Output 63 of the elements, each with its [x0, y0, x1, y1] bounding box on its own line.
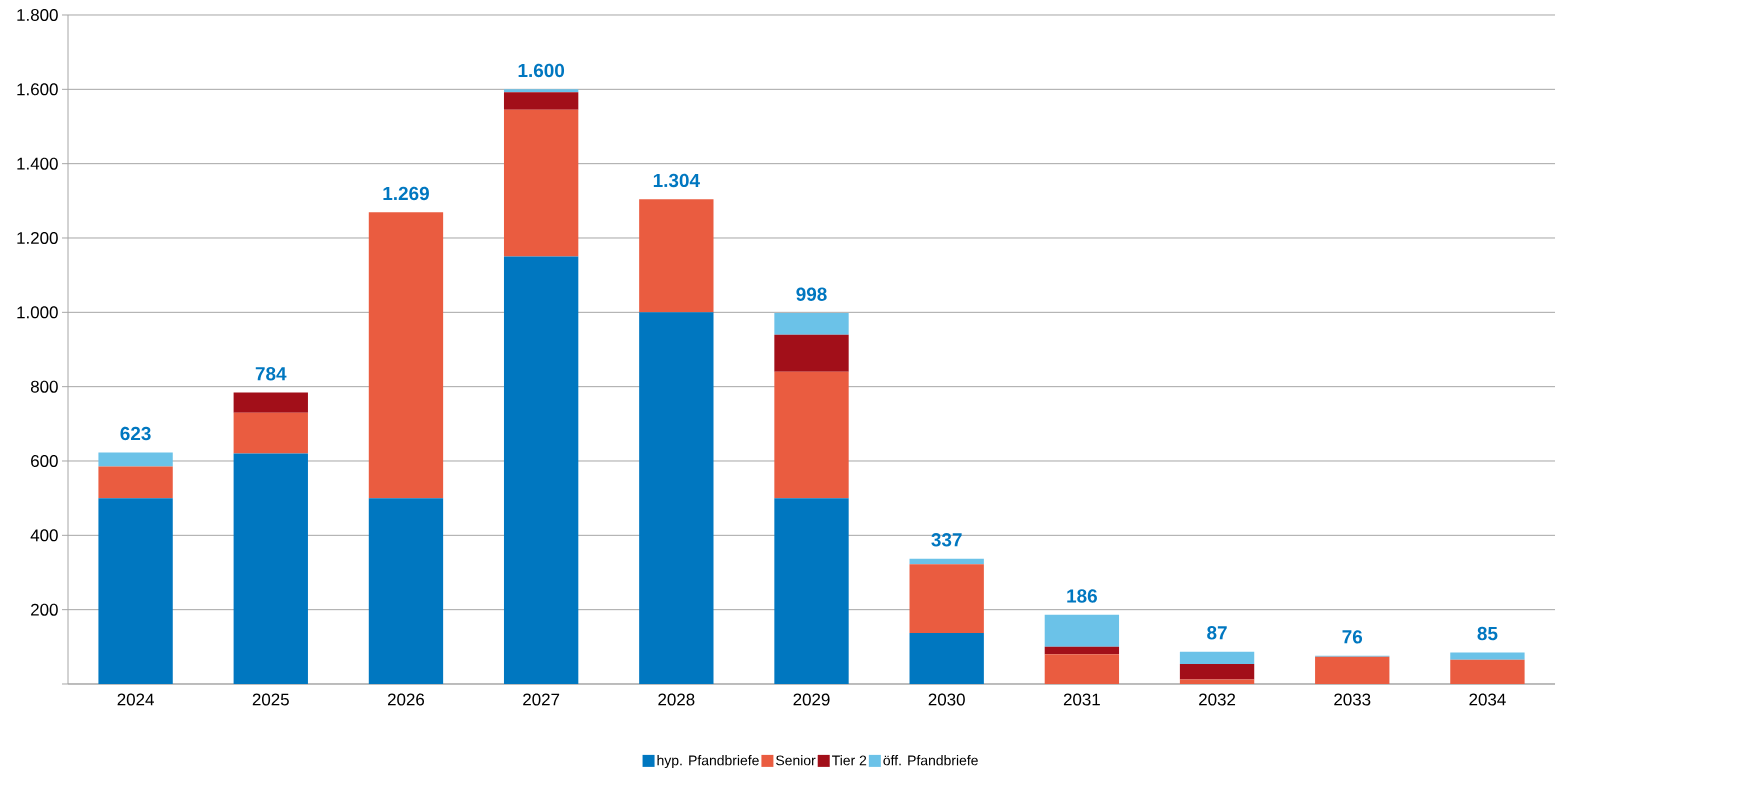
bar — [774, 334, 849, 372]
bar — [639, 312, 714, 684]
total-label: 85 — [1477, 626, 1498, 641]
x-tick-label: 2033 — [1334, 693, 1371, 706]
bar — [774, 371, 849, 499]
total-label: 998 — [796, 287, 827, 301]
total-label: 1.304 — [653, 173, 700, 188]
y-tick-label: 1.200 — [17, 232, 58, 244]
legend-label: Tier 2 — [832, 755, 867, 766]
bar — [503, 89, 579, 93]
y-tick-label: 1.600 — [17, 83, 58, 96]
y-tick-label: 1.400 — [17, 157, 58, 170]
legend-label: hyp. Pfandbriefe — [657, 755, 759, 769]
bar — [233, 453, 308, 684]
bar — [909, 633, 984, 684]
bar — [98, 498, 173, 684]
x-tick-label: 2027 — [523, 693, 560, 706]
x-tick-label: 2030 — [928, 693, 965, 706]
legend-label: öff. Pfandbriefe — [883, 755, 978, 766]
y-tick-label: 800 — [30, 380, 58, 393]
bar — [1179, 663, 1255, 680]
y-tick-label: 1.000 — [17, 306, 58, 319]
x-tick-label: 2028 — [658, 693, 695, 706]
bar — [774, 498, 849, 684]
x-tick-label: 2024 — [117, 693, 154, 706]
bar — [233, 392, 308, 413]
x-tick-label: 2031 — [1063, 693, 1100, 706]
bar — [1044, 646, 1120, 655]
total-label: 1.269 — [383, 186, 429, 201]
x-tick-label: 2029 — [793, 693, 830, 706]
bar — [1450, 652, 1525, 660]
x-tick-label: 2026 — [387, 693, 425, 706]
x-tick-label: 2032 — [1199, 693, 1236, 706]
bar — [233, 412, 308, 454]
bar — [1044, 654, 1120, 684]
bar — [368, 212, 444, 499]
bar — [98, 466, 173, 499]
total-label: 87 — [1207, 626, 1227, 640]
total-label: 623 — [120, 426, 151, 441]
total-label: 76 — [1342, 630, 1363, 644]
total-label: 1.600 — [518, 63, 565, 78]
bar — [1044, 614, 1120, 647]
total-label: 784 — [255, 367, 287, 381]
bar — [1179, 651, 1255, 664]
bar — [503, 92, 579, 110]
x-tick-label: 2025 — [252, 693, 289, 706]
bar — [639, 199, 714, 313]
x-tick-label: 2034 — [1469, 693, 1506, 706]
total-label: 186 — [1067, 589, 1097, 603]
bar — [1315, 656, 1390, 684]
bar — [368, 498, 444, 684]
bar — [98, 452, 173, 467]
legend-label: Senior — [776, 755, 816, 766]
bar — [503, 109, 579, 257]
bar — [503, 256, 579, 684]
y-tick-label: 600 — [31, 455, 58, 467]
y-tick-label: 200 — [31, 603, 58, 616]
y-tick-label: 1.800 — [17, 9, 58, 21]
bar — [1450, 659, 1525, 684]
y-tick-label: 400 — [30, 529, 58, 542]
total-label: 337 — [931, 533, 962, 547]
bar — [909, 564, 984, 634]
bar — [774, 313, 849, 335]
